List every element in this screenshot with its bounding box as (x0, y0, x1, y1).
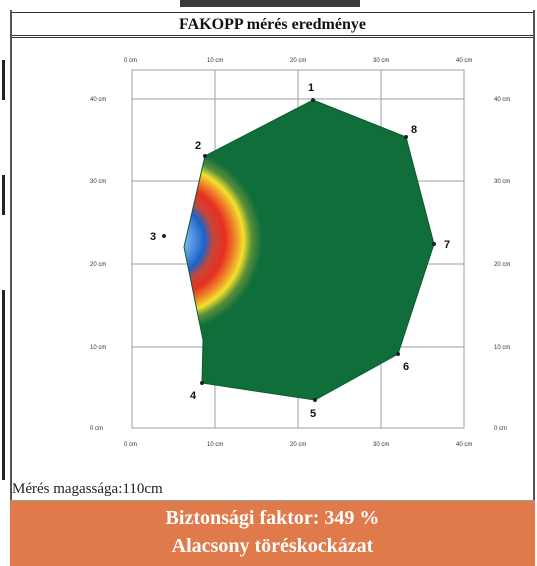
sensor-point (162, 234, 166, 238)
x-tick-label-bottom: 20 cm (290, 442, 306, 448)
measurement-height: Mérés magassága:110cm (12, 481, 163, 497)
sensor-label: 7 (444, 239, 450, 251)
left-side-mark-2 (2, 175, 5, 215)
x-tick-label: 20 cm (290, 58, 306, 64)
page-title: FAKOPP mérés eredménye (12, 12, 533, 38)
sensor-label: 8 (411, 124, 417, 136)
report-frame (10, 10, 535, 565)
risk-level: Alacsony töréskockázat (171, 535, 374, 557)
x-tick-label: 30 cm (373, 58, 389, 64)
sensor-point (313, 398, 317, 402)
y-tick-label-right: 30 cm (494, 179, 510, 185)
y-tick-label-left: 40 cm (90, 97, 106, 103)
y-tick-label-right: 40 cm (494, 97, 510, 103)
tree-cross-section (184, 100, 434, 400)
sensor-point (311, 98, 315, 102)
safety-factor: Biztonsági faktor: 349 % (165, 507, 380, 529)
sensor-label: 3 (150, 231, 156, 243)
x-tick-label-bottom: 30 cm (373, 442, 389, 448)
y-tick-label-left: 10 cm (90, 345, 106, 351)
left-side-mark-3 (2, 290, 5, 480)
y-tick-label-left: 30 cm (90, 179, 106, 185)
sensor-label: 2 (195, 140, 201, 152)
sensor-label: 4 (190, 390, 197, 402)
y-tick-label-right: 20 cm (494, 262, 510, 268)
sensor-label: 5 (310, 408, 316, 420)
x-tick-label: 40 cm (456, 58, 472, 64)
x-tick-label: 10 cm (207, 58, 223, 64)
sensor-point (203, 154, 207, 158)
left-side-mark (2, 60, 5, 100)
x-tick-label-bottom: 40 cm (456, 442, 472, 448)
top-strip (0, 0, 537, 10)
sensor-point (404, 135, 408, 139)
sensor-point (396, 352, 400, 356)
sensor-point (200, 381, 204, 385)
sensor-label: 1 (308, 82, 314, 94)
y-tick-label-right: 10 cm (494, 345, 510, 351)
result-panel: Biztonsági faktor: 349 % Alacsony törésk… (10, 500, 535, 566)
x-tick-label-bottom: 10 cm (207, 442, 223, 448)
y-tick-label-left: 0 cm (90, 426, 103, 432)
x-tick-label-bottom: 0 cm (124, 442, 137, 448)
y-tick-label-right: 0 cm (494, 426, 507, 432)
sensor-point (432, 242, 436, 246)
tomogram-chart: 0 cm 10 cm 20 cm 30 cm 40 cm 0 cm 10 cm … (20, 42, 530, 482)
top-image-fragment (180, 0, 360, 7)
sensor-label: 6 (403, 361, 409, 373)
x-tick-label: 0 cm (124, 58, 137, 64)
y-tick-label-left: 20 cm (90, 262, 106, 268)
